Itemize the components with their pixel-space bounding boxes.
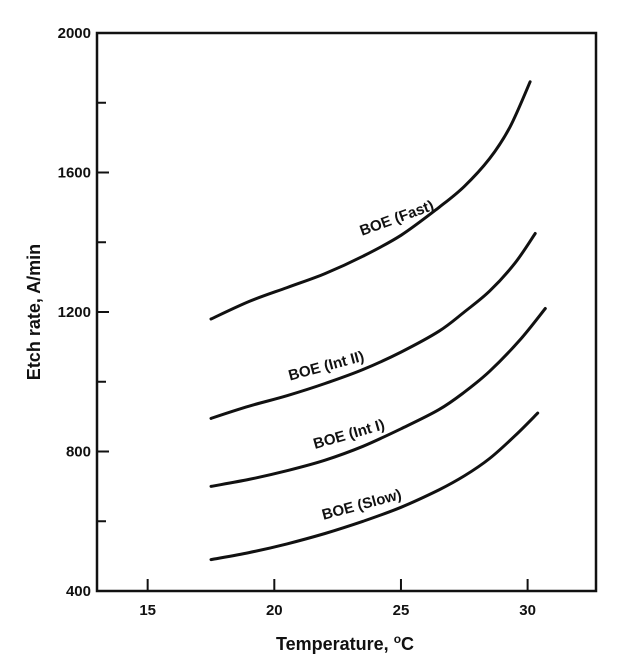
series-labels: BOE (Fast)BOE (Int II)BOE (Int I)BOE (Sl… bbox=[287, 197, 437, 524]
y-tick-label: 1200 bbox=[58, 304, 91, 321]
y-tick-label: 800 bbox=[66, 444, 91, 461]
x-axis-title: Temperature, oC bbox=[276, 632, 414, 654]
series-curve bbox=[209, 232, 537, 420]
y-tick-label: 2000 bbox=[58, 25, 91, 42]
series-curve bbox=[209, 411, 540, 562]
series-curves bbox=[209, 80, 547, 562]
axis-ticks: 15 20 25 30 400 800 1200 1600 2000 bbox=[58, 25, 536, 619]
series-label: BOE (Int II) bbox=[287, 348, 366, 384]
x-axis-unit: C bbox=[401, 634, 414, 654]
y-axis-title: Etch rate, A/min bbox=[24, 244, 44, 380]
series-curve bbox=[209, 307, 547, 488]
x-axis-unit-degree: o bbox=[394, 632, 401, 646]
series-label: BOE (Slow) bbox=[320, 486, 403, 524]
series-curve bbox=[209, 80, 532, 321]
x-tick-label: 25 bbox=[393, 602, 410, 619]
x-tick-label: 15 bbox=[139, 602, 156, 619]
y-tick-label: 400 bbox=[66, 583, 91, 600]
x-tick-label: 20 bbox=[266, 602, 283, 619]
x-tick-label: 30 bbox=[519, 602, 536, 619]
series-label: BOE (Int I) bbox=[311, 416, 386, 453]
x-axis-title-text: Temperature, bbox=[276, 634, 389, 654]
y-tick-label: 1600 bbox=[58, 165, 91, 182]
